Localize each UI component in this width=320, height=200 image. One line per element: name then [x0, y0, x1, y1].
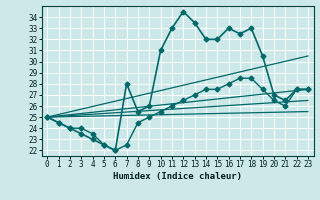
X-axis label: Humidex (Indice chaleur): Humidex (Indice chaleur): [113, 172, 242, 181]
